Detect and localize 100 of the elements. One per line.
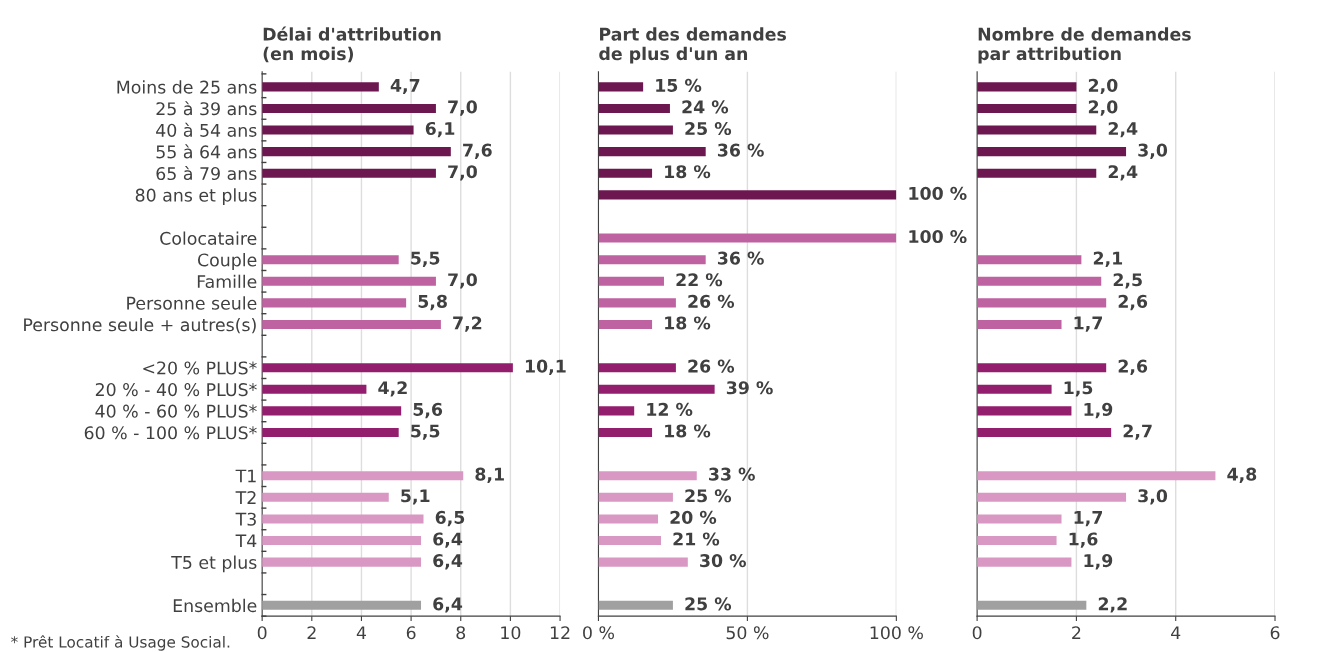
y-tick-label: <20 % PLUS*	[143, 361, 257, 375]
bar	[598, 298, 676, 308]
bar	[977, 535, 1057, 546]
bar	[977, 298, 1107, 308]
data-label: 2,4	[1108, 165, 1138, 181]
bar	[262, 103, 436, 113]
data-label: 1,9	[1084, 554, 1113, 570]
bar	[262, 600, 422, 610]
bar	[598, 600, 673, 610]
bar	[598, 190, 897, 200]
data-label: 10,1	[525, 359, 566, 375]
data-label: 8,1	[475, 467, 504, 483]
bar	[598, 233, 897, 243]
data-label: 18 %	[665, 424, 711, 438]
data-label: 4,2	[378, 381, 407, 397]
x-tick-label: 4	[1171, 626, 1181, 640]
data-label: 1,6	[1069, 532, 1098, 548]
bar	[977, 600, 1087, 610]
data-label: 39 %	[726, 381, 773, 395]
y-tick-label: Moins de 25 ans	[117, 80, 257, 94]
bar	[977, 82, 1077, 92]
data-label: 3,0	[1138, 489, 1168, 505]
data-label: 6,4	[433, 532, 463, 548]
x-tick-label: 0	[257, 626, 267, 640]
x-tick-label: 12	[550, 626, 570, 640]
data-label: 36 %	[717, 251, 764, 265]
bar	[598, 363, 676, 373]
data-label: 6,1	[425, 121, 455, 138]
y-tick-label: 40 % - 60 % PLUS*	[95, 404, 257, 418]
data-label: 4,7	[390, 78, 420, 95]
data-label: 21 %	[673, 532, 720, 546]
y-tick-label: Famille	[197, 274, 257, 289]
bar	[977, 276, 1102, 286]
y-tick-label: T2	[235, 491, 256, 504]
bar	[598, 427, 653, 438]
bar	[262, 535, 422, 546]
bar	[262, 255, 399, 265]
bar	[598, 406, 635, 416]
data-label: 5,6	[413, 402, 443, 419]
data-label: 2,1	[1093, 251, 1123, 267]
data-label: 2,7	[1123, 424, 1152, 440]
bar	[262, 471, 464, 481]
data-label: 26 %	[688, 359, 735, 373]
x-tick-label: 10	[501, 626, 521, 640]
bar	[262, 125, 414, 135]
data-label: 12 %	[647, 402, 693, 416]
bar	[262, 363, 513, 373]
data-label: 1,7	[1074, 316, 1102, 332]
data-label: 5,5	[411, 251, 440, 267]
bar	[977, 168, 1097, 178]
x-tick-label: 4	[356, 626, 366, 640]
data-label: 2,4	[1108, 121, 1138, 138]
data-label: 1,5	[1064, 381, 1093, 397]
y-tick-label: 20 % - 40 % PLUS*	[95, 383, 257, 397]
bar	[598, 557, 688, 567]
data-label: 3,0	[1138, 143, 1168, 159]
data-label: 7,0	[448, 165, 477, 181]
bar	[977, 147, 1127, 157]
data-label: 6,5	[435, 510, 465, 527]
data-label: 2,2	[1098, 597, 1127, 613]
bar	[262, 427, 399, 438]
x-tick-label: 0	[972, 626, 982, 640]
data-label: 20 %	[670, 510, 717, 524]
bar	[977, 103, 1077, 113]
bar	[262, 557, 422, 567]
data-label: 7,0	[448, 100, 477, 116]
y-tick-label: 60 % - 100 % PLUS*	[84, 426, 257, 440]
bar	[598, 147, 706, 157]
bar	[598, 125, 673, 135]
y-tick-label: 40 à 54 ans	[156, 122, 257, 137]
data-label: 7,0	[448, 273, 477, 289]
bar	[977, 514, 1062, 524]
y-tick-label: 80 ans et plus	[135, 188, 257, 206]
chart-title: Nombre de demandes par attribution	[978, 27, 1191, 64]
data-label: 18 %	[665, 165, 711, 179]
data-label: 33 %	[709, 467, 755, 481]
bar	[598, 535, 662, 546]
bar	[262, 492, 389, 502]
data-label: 2,0	[1088, 78, 1118, 95]
bar	[262, 147, 451, 157]
y-tick-label: T5 et plus	[171, 555, 257, 573]
data-label: 22 %	[676, 273, 723, 287]
data-label: 1,9	[1084, 402, 1113, 419]
data-label: 2,0	[1088, 100, 1118, 116]
data-label: 6,4	[433, 554, 463, 570]
y-tick-label: T1	[235, 469, 256, 483]
bar	[598, 319, 653, 330]
y-tick-label: T3	[235, 512, 256, 526]
chart-title: Part des demandes de plus d'un an	[599, 27, 786, 64]
y-tick-label: Couple	[197, 253, 257, 270]
bar	[977, 427, 1112, 438]
bar	[262, 82, 379, 92]
bar	[598, 168, 653, 178]
bar	[977, 255, 1082, 265]
x-tick-label: 50 %	[726, 626, 769, 640]
y-tick-label: T4	[235, 534, 257, 548]
y-tick-label: 25 à 39 ans	[156, 101, 257, 116]
y-tick-label: 65 à 79 ans	[156, 165, 257, 181]
data-label: 2,6	[1118, 294, 1148, 311]
data-label: 5,8	[418, 294, 447, 311]
